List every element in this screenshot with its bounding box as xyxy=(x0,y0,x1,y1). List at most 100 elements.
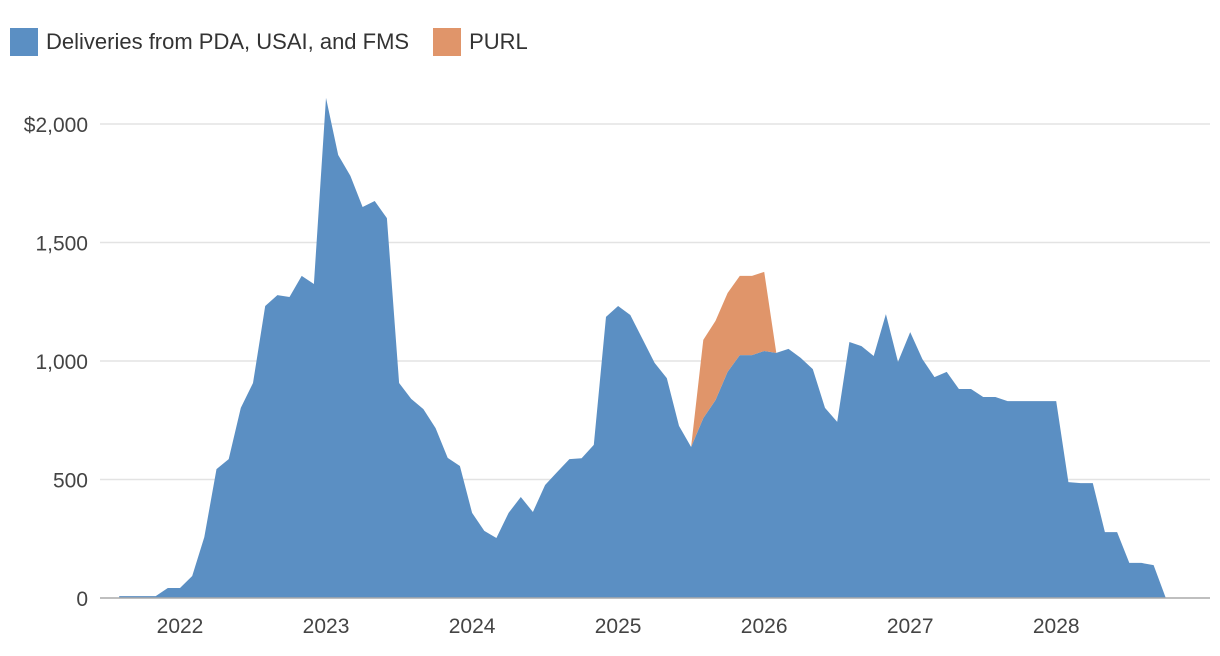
point-deliveries xyxy=(446,456,450,460)
point-deliveries xyxy=(531,510,535,514)
y-tick-label: 0 xyxy=(76,588,88,611)
x-tick-label: 2024 xyxy=(449,615,496,638)
point-deliveries xyxy=(713,398,717,402)
x-tick-label: 2022 xyxy=(157,615,204,638)
x-tick-label: 2023 xyxy=(303,615,350,638)
point-purl xyxy=(774,351,778,355)
point-deliveries xyxy=(288,295,292,299)
point-purl xyxy=(689,445,693,449)
point-deliveries xyxy=(1042,399,1046,403)
point-deliveries xyxy=(580,456,584,460)
point-deliveries xyxy=(385,216,389,220)
point-deliveries xyxy=(421,407,425,411)
point-deliveries xyxy=(543,483,547,487)
point-deliveries xyxy=(312,282,316,286)
area-deliveries xyxy=(119,97,1166,599)
point-deliveries xyxy=(494,536,498,540)
point-deliveries xyxy=(799,356,803,360)
point-deliveries xyxy=(872,354,876,358)
point-deliveries xyxy=(507,511,511,515)
point-deliveries xyxy=(190,574,194,578)
point-deliveries xyxy=(1066,480,1070,484)
point-deliveries xyxy=(908,330,912,334)
point-deliveries xyxy=(701,416,705,420)
point-deliveries xyxy=(1127,561,1131,565)
point-purl xyxy=(738,274,742,278)
point-deliveries xyxy=(981,395,985,399)
y-tick-label: $2,000 xyxy=(24,114,88,137)
areas xyxy=(119,97,1166,599)
y-tick-label: 500 xyxy=(53,470,88,493)
point-deliveries xyxy=(787,347,791,351)
y-tick-label: 1,500 xyxy=(35,233,88,256)
point-deliveries xyxy=(166,586,170,590)
point-deliveries xyxy=(738,353,742,357)
point-deliveries xyxy=(945,370,949,374)
point-deliveries xyxy=(348,174,352,178)
point-deliveries xyxy=(762,349,766,353)
area-purl xyxy=(691,271,777,447)
point-deliveries xyxy=(811,367,815,371)
legend-swatch-deliveries xyxy=(10,28,38,56)
legend-item-purl: PURL xyxy=(433,28,528,56)
point-deliveries xyxy=(1115,530,1119,534)
point-deliveries xyxy=(458,464,462,468)
point-deliveries xyxy=(750,353,754,357)
point-deliveries xyxy=(434,426,438,430)
point-deliveries xyxy=(969,387,973,391)
point-deliveries xyxy=(1091,481,1095,485)
point-deliveries xyxy=(933,375,937,379)
x-tick-label: 2028 xyxy=(1033,615,1080,638)
point-deliveries xyxy=(202,535,206,539)
point-deliveries xyxy=(896,360,900,364)
point-deliveries xyxy=(957,387,961,391)
point-purl xyxy=(701,338,705,342)
point-deliveries xyxy=(1018,399,1022,403)
point-deliveries xyxy=(251,381,255,385)
point-deliveries xyxy=(835,420,839,424)
point-deliveries xyxy=(567,457,571,461)
point-deliveries xyxy=(847,340,851,344)
legend-swatch-purl xyxy=(433,28,462,56)
y-tick-label: 1,000 xyxy=(35,351,88,374)
point-deliveries xyxy=(884,312,888,316)
point-deliveries xyxy=(519,495,523,499)
y-axis-ticks: 0 500 1,000 1,500 $2,000 xyxy=(24,114,88,611)
point-deliveries xyxy=(397,381,401,385)
point-purl xyxy=(713,319,717,323)
point-deliveries xyxy=(628,313,632,317)
point-deliveries xyxy=(1006,399,1010,403)
point-deliveries xyxy=(373,199,377,203)
x-tick-label: 2026 xyxy=(741,615,788,638)
legend: Deliveries from PDA, USAI, and FMS PURL xyxy=(10,28,552,56)
point-deliveries xyxy=(616,304,620,308)
legend-item-deliveries: Deliveries from PDA, USAI, and FMS xyxy=(10,28,409,56)
point-deliveries xyxy=(409,397,413,401)
x-tick-label: 2027 xyxy=(887,615,934,638)
point-deliveries xyxy=(1103,530,1107,534)
point-deliveries xyxy=(677,424,681,428)
point-deliveries xyxy=(1054,399,1058,403)
point-deliveries xyxy=(215,467,219,471)
point-deliveries xyxy=(592,443,596,447)
x-axis-ticks: 2022 2023 2024 2025 2026 2027 2028 xyxy=(157,615,1080,638)
point-deliveries xyxy=(324,96,328,100)
point-deliveries xyxy=(336,153,340,157)
point-deliveries xyxy=(823,406,827,410)
point-deliveries xyxy=(300,274,304,278)
point-deliveries xyxy=(604,315,608,319)
point-deliveries xyxy=(993,395,997,399)
point-deliveries xyxy=(920,357,924,361)
x-tick-label: 2025 xyxy=(595,615,642,638)
point-purl xyxy=(726,291,730,295)
point-deliveries xyxy=(1079,481,1083,485)
point-deliveries xyxy=(239,406,243,410)
point-purl xyxy=(762,270,766,274)
point-deliveries xyxy=(555,470,559,474)
legend-label-purl: PURL xyxy=(469,29,528,54)
point-deliveries xyxy=(653,361,657,365)
point-deliveries xyxy=(665,376,669,380)
point-deliveries xyxy=(275,293,279,297)
point-deliveries xyxy=(1139,561,1143,565)
